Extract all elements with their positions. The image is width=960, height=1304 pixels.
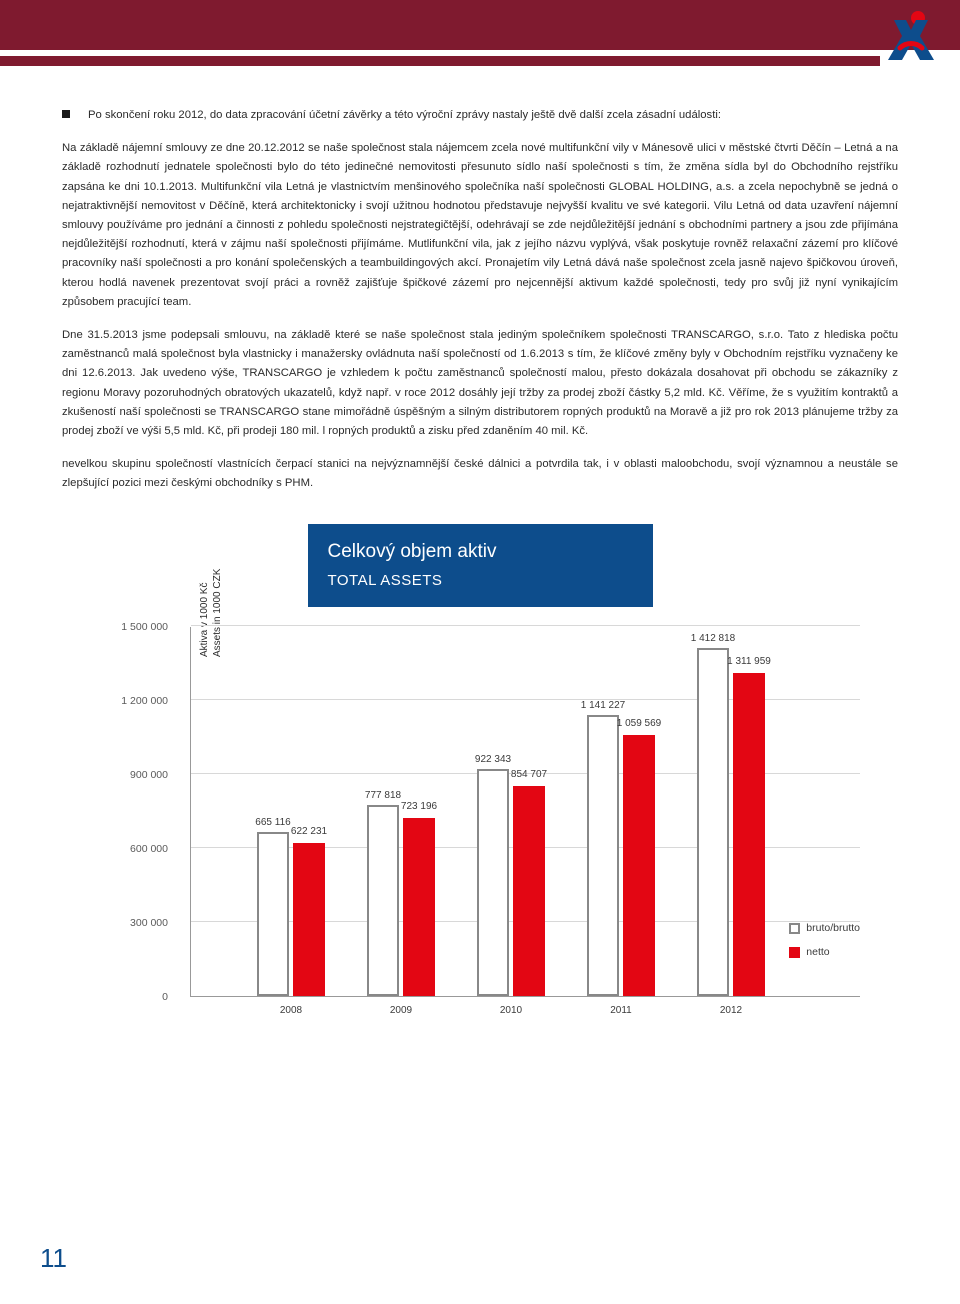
y-tick-label: 0 [162, 989, 168, 1007]
bar-label: 622 231 [291, 823, 327, 840]
bar-netto: 854 707 [513, 786, 545, 997]
x-tick-label: 2009 [361, 1002, 441, 1019]
bar-netto: 1 059 569 [623, 735, 655, 996]
page-content: Po skončení roku 2012, do data zpracován… [0, 56, 960, 1027]
bar-bruto: 665 116 [257, 832, 289, 996]
bullet-square-icon [62, 110, 70, 118]
legend-swatch-netto [789, 947, 800, 958]
paragraph-2: Dne 31.5.2013 jsme podepsali smlouvu, na… [62, 326, 898, 441]
x-tick-label: 2010 [471, 1002, 551, 1019]
y-tick-label: 600 000 [130, 841, 168, 859]
chart-legend: bruto/brutto netto [789, 920, 860, 968]
bar-label: 1 412 818 [691, 630, 736, 647]
x-tick-label: 2008 [251, 1002, 331, 1019]
bar-bruto: 922 343 [477, 769, 509, 997]
bar-label: 665 116 [255, 814, 290, 831]
bar-label: 1 311 959 [727, 653, 771, 670]
bullet-point: Po skončení roku 2012, do data zpracován… [62, 106, 898, 125]
bar-label: 777 818 [365, 787, 401, 804]
bar-bruto: 1 141 227 [587, 715, 619, 997]
bar-netto: 723 196 [403, 818, 435, 996]
bullet-text: Po skončení roku 2012, do data zpracován… [88, 106, 721, 125]
chart-title-en: TOTAL ASSETS [328, 568, 633, 594]
header-bottom-strip [0, 56, 880, 66]
plot-area: 665 116622 2312008777 818723 1962009922 … [190, 627, 860, 997]
bar-netto: 1 311 959 [733, 673, 765, 997]
header-bar [0, 0, 960, 56]
paragraph-1: Na základě nájemní smlouvy ze dne 20.12.… [62, 139, 898, 312]
bar-label: 854 707 [511, 766, 547, 783]
bar-bruto: 1 412 818 [697, 648, 729, 996]
y-tick-label: 1 500 000 [121, 619, 168, 637]
x-tick-label: 2012 [691, 1002, 771, 1019]
bar-label: 1 141 227 [581, 697, 626, 714]
legend-netto: netto [789, 944, 860, 962]
gridline [191, 625, 860, 626]
bar-netto: 622 231 [293, 843, 325, 996]
bar-chart: Aktiva v 1000 Kč Assets in 1000 CZK 0300… [100, 627, 860, 1027]
paragraph-3: nevelkou skupinu společností vlastnících… [62, 455, 898, 493]
y-tick-label: 300 000 [130, 915, 168, 933]
legend-swatch-bruto [789, 923, 800, 934]
legend-bruto: bruto/brutto [789, 920, 860, 938]
chart-title-box: Celkový objem aktiv TOTAL ASSETS [308, 524, 653, 608]
bar-label: 922 343 [475, 751, 511, 768]
x-tick-label: 2011 [581, 1002, 661, 1019]
bar-label: 1 059 569 [617, 715, 662, 732]
page-number: 11 [40, 1243, 67, 1274]
y-tick-label: 1 200 000 [121, 693, 168, 711]
y-axis-labels: 0300 000600 000900 0001 200 0001 500 000 [100, 627, 180, 997]
bar-bruto: 777 818 [367, 805, 399, 997]
company-logo-icon [880, 8, 942, 70]
chart-title-cs: Celkový objem aktiv [328, 536, 633, 568]
bar-label: 723 196 [401, 798, 437, 815]
y-tick-label: 900 000 [130, 767, 168, 785]
